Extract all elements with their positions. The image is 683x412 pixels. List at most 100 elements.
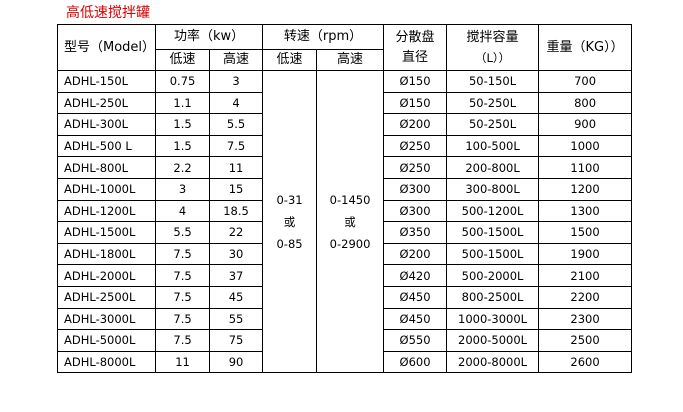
disc-diameter-cell: Ø450: [383, 285, 448, 309]
table-row: ADHL-1000L 3 15 Ø300 300-800L 1200: [56, 177, 633, 201]
power-low-cell: 7.5: [155, 264, 211, 287]
table-row: ADHL-1500L 5.5 22 Ø350 500-1500L 1500: [56, 221, 633, 244]
capacity-cell: 2000-5000L: [446, 329, 540, 352]
disc-diameter-cell: Ø550: [383, 329, 448, 352]
header-disc-line1: 分散盘: [395, 29, 435, 45]
capacity-cell: 50-250L: [446, 113, 540, 136]
speed-high-or: 或: [344, 214, 356, 229]
table-row: ADHL-2500L 7.5 45 Ø450 800-2500L 2200: [56, 285, 633, 309]
table-row: ADHL-500 L 1.5 7.5 Ø250 100-500L 1000: [56, 134, 633, 158]
model-cell: ADHL-8000L: [56, 350, 157, 374]
power-high-cell: 75: [209, 329, 264, 352]
table-row: ADHL-3000L 7.5 55 Ø450 1000-3000L 2300: [56, 307, 633, 331]
power-high-cell: 90: [209, 350, 264, 374]
weight-cell: 1000: [538, 134, 633, 158]
header-model: 型号（Model）: [56, 24, 157, 71]
speed-low-b: 0-85: [276, 236, 303, 251]
weight-cell: 2200: [538, 285, 633, 309]
page-title: 高低速搅拌罐: [66, 5, 150, 21]
weight-cell: 1500: [538, 221, 633, 244]
model-cell: ADHL-1200L: [56, 199, 157, 223]
weight-cell: 2600: [538, 350, 633, 374]
header-capacity: 搅拌容量 （L））: [446, 24, 540, 71]
power-low-cell: 2.2: [155, 156, 211, 179]
speed-low-a: 0-31: [276, 192, 303, 207]
model-cell: ADHL-3000L: [56, 307, 157, 331]
model-cell: ADHL-1800L: [56, 242, 157, 266]
capacity-cell: 50-150L: [446, 70, 540, 93]
header-speed: 转速（rpm）: [262, 24, 385, 50]
model-cell: ADHL-1000L: [56, 177, 157, 201]
header-power: 功率（kw）: [155, 24, 264, 50]
disc-diameter-cell: Ø250: [383, 134, 448, 158]
power-low-cell: 1.5: [155, 113, 211, 136]
power-high-cell: 22: [209, 221, 264, 244]
model-cell: ADHL-800L: [56, 156, 157, 179]
model-cell: ADHL-2500L: [56, 285, 157, 309]
power-high-cell: 30: [209, 242, 264, 266]
table-row: ADHL-8000L 11 90 Ø600 2000-8000L 2600: [56, 350, 633, 374]
disc-diameter-cell: Ø200: [383, 242, 448, 266]
capacity-cell: 800-2500L: [446, 285, 540, 309]
disc-diameter-cell: Ø600: [383, 350, 448, 374]
disc-diameter-cell: Ø300: [383, 199, 448, 223]
power-high-cell: 11: [209, 156, 264, 179]
power-low-cell: 7.5: [155, 242, 211, 266]
table-row: ADHL-2000L 7.5 37 Ø420 500-2000L 2100: [56, 264, 633, 287]
disc-diameter-cell: Ø300: [383, 177, 448, 201]
disc-diameter-cell: Ø450: [383, 307, 448, 331]
disc-diameter-cell: Ø250: [383, 156, 448, 179]
power-high-cell: 18.5: [209, 199, 264, 223]
weight-cell: 900: [538, 113, 633, 136]
capacity-cell: 200-800L: [446, 156, 540, 179]
model-cell: ADHL-250L: [56, 91, 157, 115]
disc-diameter-cell: Ø350: [383, 221, 448, 244]
model-cell: ADHL-2000L: [56, 264, 157, 287]
power-low-cell: 7.5: [155, 285, 211, 309]
capacity-cell: 2000-8000L: [446, 350, 540, 374]
power-high-cell: 3: [209, 70, 264, 93]
disc-diameter-cell: Ø200: [383, 113, 448, 136]
power-low-cell: 4: [155, 199, 211, 223]
table-row: ADHL-150L 0.75 3 0-31 或 0-85 0-1450 或 0-2900 Ø150…: [56, 69, 633, 374]
weight-cell: 1900: [538, 242, 633, 266]
speed-high-b: 0-2900: [329, 236, 371, 251]
header-disc-diameter: 分散盘 直径: [383, 24, 448, 71]
weight-cell: 2300: [538, 307, 633, 331]
capacity-cell: 100-500L: [446, 134, 540, 158]
weight-cell: 2100: [538, 264, 633, 287]
weight-cell: 2500: [538, 329, 633, 352]
spec-table: 型号（Model） 功率（kw） 转速（rpm） 分散盘 直径 搅拌容量 （L）） …: [56, 24, 633, 374]
model-cell: ADHL-5000L: [56, 329, 157, 352]
power-low-cell: 5.5: [155, 221, 211, 244]
header-power-low: 低速: [155, 49, 211, 71]
header-disc-line2: 直径: [402, 49, 429, 65]
table-row: ADHL-800L 2.2 11 Ø250 200-800L 1100: [56, 156, 633, 179]
power-low-cell: 1.5: [155, 134, 211, 158]
power-high-cell: 15: [209, 177, 264, 201]
model-cell: ADHL-1500L: [56, 221, 157, 244]
power-low-cell: 7.5: [155, 329, 211, 352]
weight-cell: 700: [538, 70, 633, 93]
power-high-cell: 4: [209, 91, 264, 115]
capacity-cell: 500-1500L: [446, 242, 540, 266]
header-capacity-line1: 搅拌容量: [466, 29, 519, 45]
disc-diameter-cell: Ø150: [383, 91, 448, 115]
capacity-cell: 500-1500L: [446, 221, 540, 244]
speed-high-a: 0-1450: [329, 192, 371, 207]
speed-low-cell: 0-31 或 0-85: [262, 69, 318, 374]
speed-low-or: 或: [283, 214, 296, 229]
power-high-cell: 55: [209, 307, 264, 331]
weight-cell: 1100: [538, 156, 633, 179]
weight-cell: 800: [538, 91, 633, 115]
power-high-cell: 7.5: [209, 134, 264, 158]
disc-diameter-cell: Ø150: [383, 70, 448, 93]
header-speed-high: 高速: [316, 49, 385, 71]
model-cell: ADHL-150L: [56, 70, 157, 93]
capacity-cell: 1000-3000L: [446, 307, 540, 331]
weight-cell: 1300: [538, 199, 633, 223]
table-row: ADHL-1200L 4 18.5 Ø300 500-1200L 1300: [56, 199, 633, 223]
power-high-cell: 45: [209, 285, 264, 309]
capacity-cell: 300-800L: [446, 177, 540, 201]
header-speed-low: 低速: [262, 49, 318, 71]
